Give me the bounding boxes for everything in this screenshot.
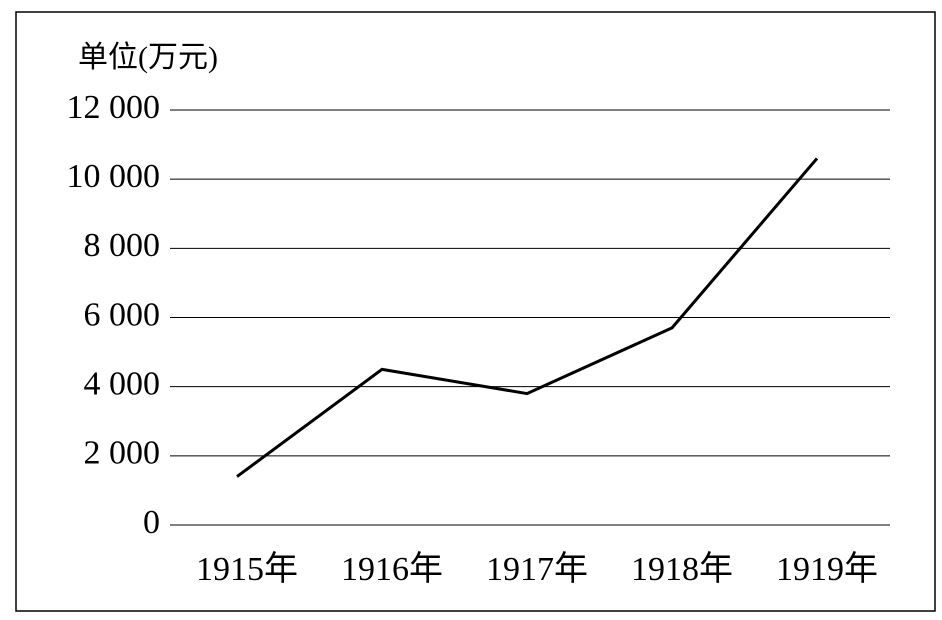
x-tick-label: 1917年	[486, 550, 588, 588]
frame	[15, 11, 936, 612]
y-tick-label: 4 000	[84, 365, 161, 402]
y-tick-label: 10 000	[67, 158, 161, 195]
y-tick-label: 2 000	[84, 435, 161, 472]
y-tick-label: 0	[143, 504, 160, 541]
x-tick-label: 1916年	[341, 550, 443, 588]
x-tick-label: 1915年	[196, 550, 298, 588]
x-tick-label: 1919年	[776, 550, 878, 588]
x-tick-label: 1918年	[631, 550, 733, 588]
y-tick-label: 12 000	[67, 89, 161, 126]
y-tick-label: 6 000	[84, 296, 161, 333]
data-line	[236, 157, 819, 478]
y-tick-label: 8 000	[84, 227, 161, 264]
y-axis-label: 单位(万元)	[78, 41, 218, 74]
